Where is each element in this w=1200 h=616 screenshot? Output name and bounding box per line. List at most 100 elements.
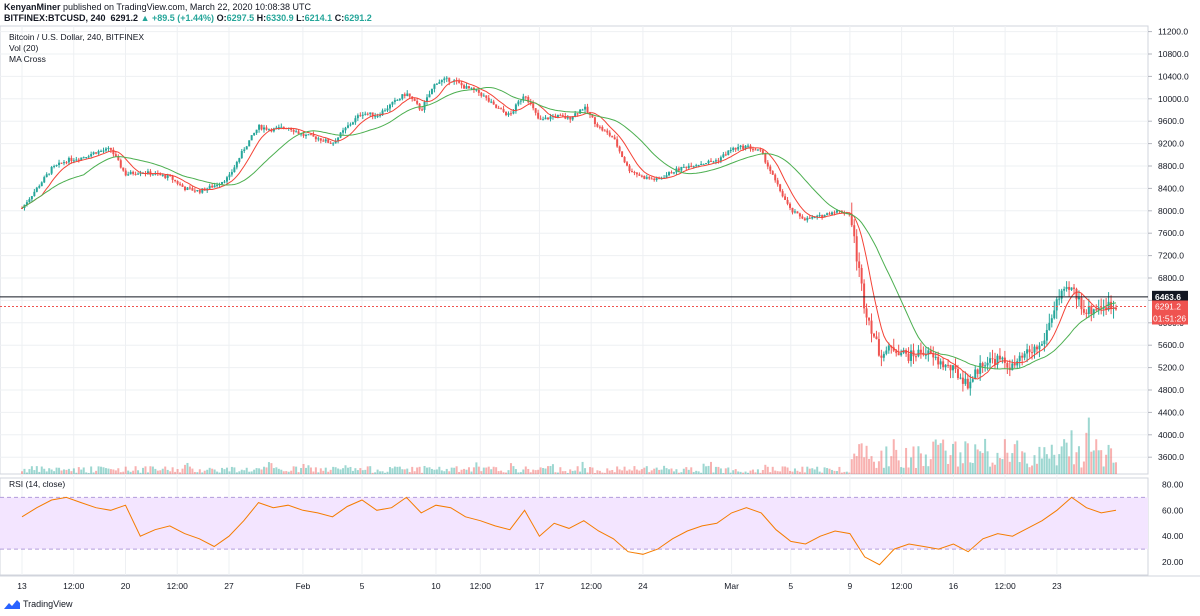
footer-logo[interactable]: TradingView [4, 599, 73, 609]
volume-bar [998, 458, 1001, 474]
volume-bar [596, 470, 599, 474]
candle-body [870, 320, 873, 334]
candle-body [670, 172, 673, 174]
candle-body [591, 114, 594, 118]
volume-bar [989, 466, 992, 474]
candle-body [645, 177, 648, 179]
price-tick-label: 5600.0 [1158, 340, 1184, 350]
volume-bar [882, 467, 885, 474]
volume-bar [206, 469, 209, 474]
candle-body [729, 150, 732, 152]
candle-body [322, 140, 325, 142]
volume-bar [188, 466, 191, 474]
candle-body [549, 116, 552, 120]
volume-bar [243, 470, 246, 474]
volume-bar [95, 470, 98, 474]
volume-bar [655, 467, 658, 474]
volume-bar [193, 471, 196, 474]
candle-body [1105, 307, 1108, 311]
volume-bar [976, 449, 979, 474]
candle-body [712, 161, 715, 163]
candle-body [947, 364, 950, 366]
volume-bar [295, 466, 298, 474]
candle-body [477, 89, 480, 93]
volume-bar [379, 471, 382, 474]
candle-body [969, 381, 972, 389]
volume-bar [949, 455, 952, 474]
price-tick-label: 8800.0 [1158, 161, 1184, 171]
volume-bar [223, 469, 226, 474]
volume-legend[interactable]: Vol (20) [9, 43, 39, 53]
author-name[interactable]: KenyanMiner [4, 2, 61, 12]
candle-body [21, 208, 23, 209]
candle-body [1016, 361, 1019, 366]
volume-bar [739, 471, 742, 474]
volume-bar [428, 467, 431, 474]
candle-body [1090, 305, 1093, 315]
candle-body [628, 165, 631, 172]
candle-body [897, 353, 900, 356]
candle-body [174, 179, 177, 182]
volume-bar [695, 470, 698, 474]
volume-bar [813, 469, 816, 474]
volume-bar [845, 471, 848, 474]
candle-body [1107, 301, 1110, 311]
volume-bar [423, 465, 426, 474]
last-price: 6291.2 [110, 13, 139, 23]
volume-bar [616, 466, 619, 474]
volume-bar [21, 471, 23, 474]
volume-bar [369, 466, 372, 474]
rsi-tick-label: 20.00 [1162, 557, 1184, 567]
volume-bar [700, 472, 703, 474]
volume-bar [164, 466, 167, 474]
candle-body [961, 377, 964, 384]
candle-body [327, 139, 330, 143]
volume-bar [742, 472, 745, 474]
volume-bar [660, 469, 663, 474]
volume-bar [40, 466, 43, 474]
volume-bar [860, 443, 863, 474]
candle-body [369, 112, 372, 114]
ma-slow-line [21, 87, 1117, 370]
volume-bar [216, 471, 219, 474]
volume-bar [309, 467, 312, 474]
candle-body [705, 163, 708, 165]
volume-bar [626, 470, 629, 474]
open-value: 6297.5 [226, 13, 255, 23]
candle-body [816, 215, 819, 217]
volume-bar [801, 466, 804, 474]
candle-body [576, 113, 579, 115]
price-pane-border [0, 25, 1149, 475]
candle-body [648, 177, 651, 179]
volume-bar [324, 467, 327, 474]
ma-cross-legend[interactable]: MA Cross [9, 54, 46, 64]
volume-bar [403, 469, 406, 474]
candle-body [793, 211, 796, 213]
volume-bar [766, 466, 769, 474]
volume-bar [263, 466, 266, 474]
candle-body [490, 101, 493, 103]
candle-body [223, 181, 226, 183]
volume-bar [934, 439, 937, 474]
candle-body [1045, 330, 1048, 341]
volume-bar [198, 469, 201, 474]
candle-body [781, 191, 784, 197]
rsi-legend[interactable]: RSI (14, close) [9, 479, 66, 489]
volume-bar [45, 471, 48, 474]
candle-body [1085, 312, 1088, 314]
candle-body [38, 186, 41, 188]
candle-body [297, 131, 300, 134]
volume-bar [97, 466, 100, 474]
volume-bar [608, 470, 611, 474]
candle-body [895, 350, 898, 354]
volume-bar [902, 467, 905, 474]
volume-bar [1026, 463, 1029, 474]
volume-bar [159, 470, 162, 474]
volume-bar [784, 466, 787, 474]
candle-body [1006, 362, 1009, 368]
candle-body [539, 118, 542, 120]
volume-bar [1077, 446, 1080, 474]
volume-bar [924, 454, 927, 474]
volume-bar [356, 470, 359, 474]
